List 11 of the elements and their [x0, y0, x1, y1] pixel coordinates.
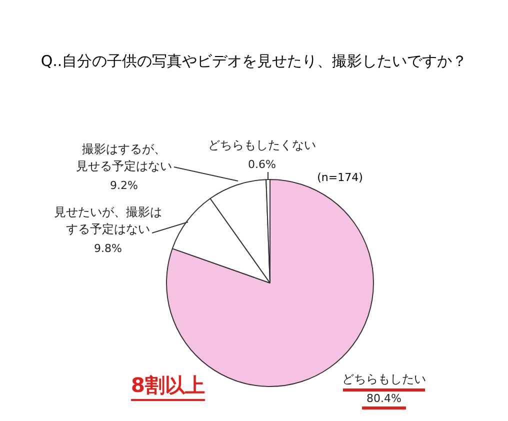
slice-label: 見せたいが、撮影はする予定はない — [54, 205, 162, 236]
slice-label: どちらもしたい — [342, 372, 426, 386]
text: (n=174) — [317, 170, 363, 184]
data-label: 80.4% — [366, 392, 402, 405]
slice-label: どちらもしたくない — [208, 138, 316, 152]
text: 8割以上 — [131, 373, 205, 398]
chart-title: Q..自分の子供の写真やビデオを見せたり、撮影したいですか？ — [40, 52, 468, 70]
data-label: 0.6% — [248, 158, 276, 171]
slice-label: 撮影はするが、見せる予定はない — [76, 142, 172, 174]
data-label: 9.2% — [110, 178, 138, 192]
data-label: 9.8% — [94, 242, 122, 255]
